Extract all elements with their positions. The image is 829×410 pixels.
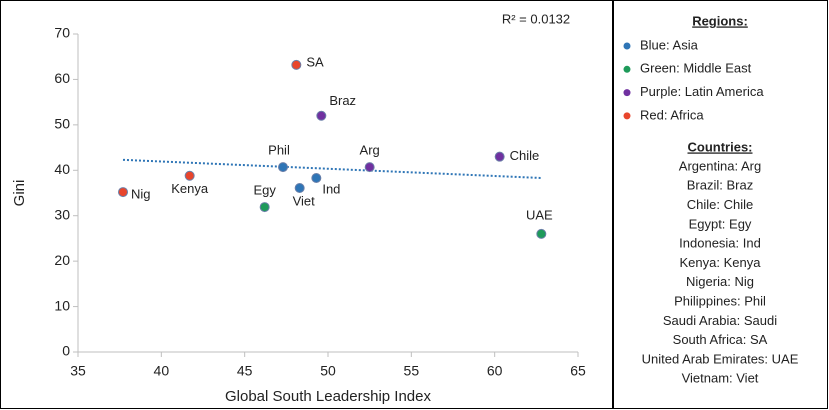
legend-frame	[613, 0, 828, 409]
legend-label: Blue: Asia	[640, 37, 699, 52]
country-entry: Philippines: Phil	[674, 294, 766, 309]
y-tick-label: 50	[54, 116, 70, 132]
point-label: UAE	[526, 207, 553, 222]
point	[294, 183, 305, 194]
point	[291, 59, 302, 70]
point-label: Nig	[131, 187, 151, 202]
country-entry: Vietnam: Viet	[682, 371, 759, 386]
point-label: Phil	[268, 143, 290, 158]
legend-marker	[623, 42, 631, 50]
point-label: Arg	[360, 143, 380, 158]
y-tick-label: 70	[54, 25, 70, 41]
x-tick-label: 35	[70, 363, 86, 379]
country-entry: Egypt: Egy	[689, 216, 752, 231]
y-tick-label: 30	[54, 206, 70, 222]
country-entry: Nigeria: Nig	[686, 274, 754, 289]
point	[118, 187, 128, 198]
country-entry: Brazil: Braz	[687, 178, 753, 193]
x-tick-label: 40	[154, 363, 170, 379]
x-tick-label: 65	[570, 363, 586, 379]
country-entry: Argentina: Arg	[679, 158, 761, 173]
point	[364, 162, 375, 173]
point	[259, 202, 270, 213]
legend-label: Green: Middle East	[640, 61, 752, 76]
x-axis-title: Global South Leadership Index	[225, 388, 431, 405]
x-tick-label: 45	[237, 363, 253, 379]
r-squared: R² = 0.0132	[502, 11, 570, 26]
country-entry: Chile: Chile	[687, 197, 753, 212]
y-tick-label: 0	[62, 343, 70, 359]
y-tick-label: 60	[54, 70, 70, 86]
legend-label: Purple: Latin America	[640, 84, 764, 99]
legend-label: Red: Africa	[640, 107, 704, 122]
country-entry: United Arab Emirates: UAE	[642, 351, 799, 366]
point	[184, 170, 195, 181]
point	[278, 162, 288, 173]
legend-marker	[623, 89, 631, 97]
country-entry: Saudi Arabia: Saudi	[663, 313, 777, 328]
x-tick-label: 55	[404, 363, 420, 379]
point	[494, 151, 505, 162]
country-entry: Kenya: Kenya	[680, 255, 762, 270]
point-label: Braz	[329, 93, 356, 108]
point-label: Kenya	[171, 181, 209, 196]
y-tick-label: 10	[54, 297, 70, 313]
y-tick-label: 40	[54, 161, 70, 177]
point-label: Chile	[510, 148, 540, 163]
legend-marker	[623, 112, 631, 120]
x-tick-label: 50	[320, 363, 336, 379]
y-axis-title: Gini	[11, 180, 28, 207]
y-tick-label: 20	[54, 252, 70, 268]
legend-title: Regions:	[692, 13, 748, 28]
x-tick-label: 60	[487, 363, 503, 379]
trendline	[122, 158, 542, 180]
point-label: Ind	[322, 181, 340, 196]
point	[536, 228, 547, 239]
chart-frame	[0, 0, 613, 409]
country-entry: South Africa: SA	[673, 332, 768, 347]
point	[311, 173, 322, 184]
point	[316, 110, 327, 121]
countries-title: Countries:	[688, 139, 753, 154]
country-entry: Indonesia: Ind	[679, 236, 761, 251]
point-label: SA	[306, 54, 324, 69]
point-label: Viet	[293, 193, 316, 208]
legend-marker	[623, 65, 631, 73]
point-label: Egy	[253, 183, 276, 198]
